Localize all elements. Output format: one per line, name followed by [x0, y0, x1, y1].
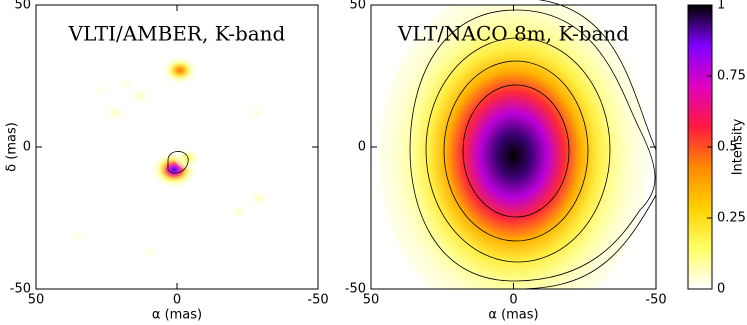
x-tick-label: -50 — [645, 293, 666, 308]
plot-frame — [35, 4, 319, 290]
x-tick-label: -50 — [307, 293, 328, 308]
x-tick-label: 0 — [509, 293, 517, 308]
y-tick-label: 0 — [358, 140, 366, 155]
y-tick-label: 50 — [14, 0, 31, 13]
x-tick-label: 50 — [28, 293, 45, 308]
source — [103, 103, 127, 123]
source — [245, 104, 267, 122]
colorbar-tick-label: 0 — [717, 282, 725, 297]
contour — [167, 151, 189, 174]
contour — [462, 84, 570, 218]
source — [162, 56, 198, 85]
contour — [515, 0, 657, 290]
y-tick-label: 50 — [349, 0, 366, 13]
x-axis-label: α (mas) — [152, 308, 202, 323]
contour — [425, 37, 611, 263]
source — [128, 86, 152, 106]
contour — [443, 60, 589, 242]
source — [67, 229, 89, 247]
colorbar-tick-label: 0.75 — [717, 69, 746, 84]
chart-title: VLT/NACO 8m, K-band — [397, 22, 629, 46]
chart-title: VLTI/AMBER, K-band — [68, 22, 286, 46]
x-tick-label: 50 — [363, 293, 380, 308]
colorbar-tick-label: 0.25 — [717, 211, 746, 226]
x-tick-label: 0 — [173, 293, 181, 308]
source — [115, 76, 137, 93]
image-layer — [378, 5, 649, 289]
y-tick-label: -50 — [345, 282, 366, 297]
y-tick-label: -50 — [10, 282, 31, 297]
y-axis-label: δ (mas) — [5, 122, 20, 172]
source — [227, 203, 251, 222]
contour — [409, 9, 656, 282]
image-layer — [67, 56, 271, 261]
source — [247, 188, 271, 208]
contours — [167, 0, 657, 290]
source — [138, 243, 160, 261]
colorbar-tick-label: 0.5 — [717, 140, 738, 155]
colorbar-label: Intensity — [731, 118, 746, 175]
source — [378, 5, 649, 289]
colorbar-tick-label: 1 — [717, 0, 725, 13]
x-axis-label: α (mas) — [488, 308, 538, 323]
source — [90, 81, 112, 99]
y-tick-label: 0 — [23, 140, 31, 155]
